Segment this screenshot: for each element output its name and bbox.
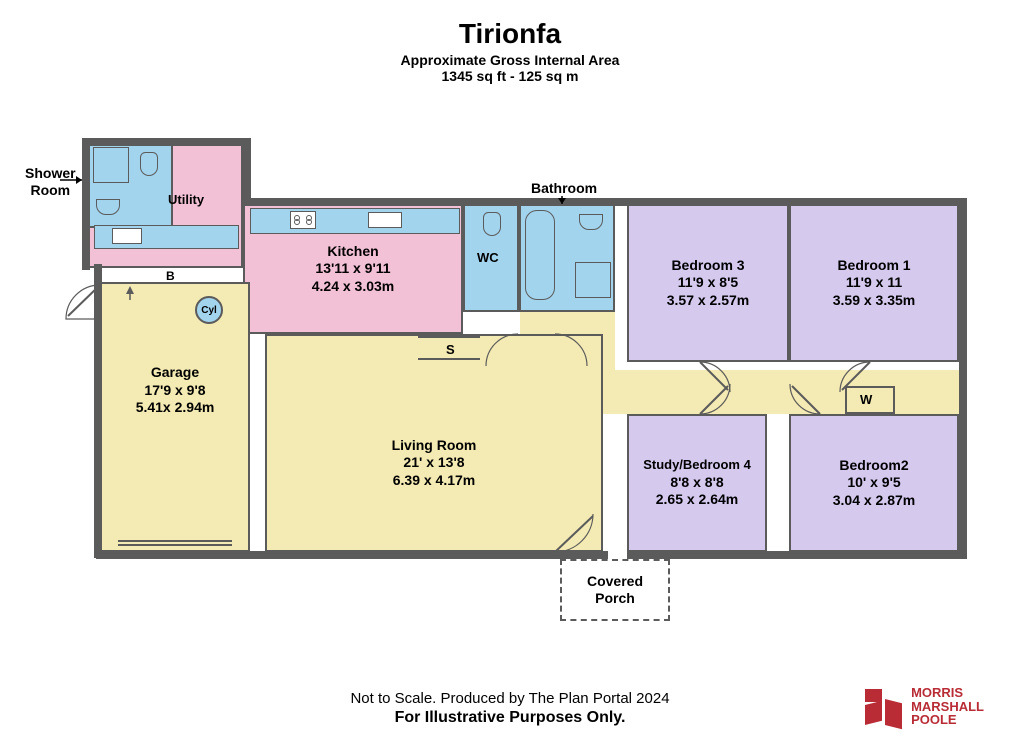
living-imp: 21' x 13'8 xyxy=(403,454,464,472)
study-met: 2.65 x 2.64m xyxy=(656,491,739,509)
room-utility-lower xyxy=(173,142,243,226)
kitchen-hob-icon xyxy=(290,211,316,229)
kitchen-sink-icon xyxy=(368,212,402,228)
bed2-met: 3.04 x 2.87m xyxy=(833,492,916,510)
outer-wall-right xyxy=(959,198,967,558)
basin-icon xyxy=(96,199,120,215)
bed3-imp: 11'9 x 8'5 xyxy=(678,274,738,292)
outer-wall-bottom-living xyxy=(96,551,608,559)
living-met: 6.39 x 4.17m xyxy=(393,472,476,490)
bed1-met: 3.59 x 3.35m xyxy=(833,292,916,310)
outer-wall-top-utility xyxy=(82,138,248,146)
bath-basin-icon xyxy=(579,214,603,230)
cyl-label: Cyl xyxy=(201,305,217,316)
kitchen-name: Kitchen xyxy=(327,243,378,261)
utility-label: Utility xyxy=(168,192,204,207)
bed2-name: Bedroom2 xyxy=(839,457,908,475)
brand-line1: MORRIS xyxy=(911,686,984,700)
kitchen-counter-back xyxy=(250,208,460,234)
outer-wall-left-garage xyxy=(94,264,102,558)
bathtub-icon xyxy=(525,210,555,300)
utility-sink-icon xyxy=(112,228,142,244)
brand-line2: MARSHALL xyxy=(911,700,984,714)
room-bathroom xyxy=(519,204,615,312)
room-bedroom1: Bedroom 1 11'9 x 11 3.59 x 3.35m xyxy=(789,204,959,362)
floor-plan: Utility B Kitchen 13'11 x 9'11 4.24 x 3.… xyxy=(0,0,1020,755)
outer-wall-top-kitchen xyxy=(243,198,627,206)
bath-shower-icon xyxy=(575,262,611,298)
garage-door xyxy=(118,540,232,546)
room-living: Living Room 21' x 13'8 6.39 x 4.17m xyxy=(265,334,603,552)
covered-porch: Covered Porch xyxy=(560,559,670,621)
cylinder-icon: Cyl xyxy=(195,296,223,324)
outer-wall-step1 xyxy=(243,138,251,204)
garage-imp: 17'9 x 9'8 xyxy=(144,382,205,400)
bed1-name: Bedroom 1 xyxy=(837,257,910,275)
b-label: B xyxy=(166,269,175,283)
outer-wall-left-utility xyxy=(82,138,90,270)
bed3-met: 3.57 x 2.57m xyxy=(667,292,750,310)
brand-logo-icon xyxy=(865,689,905,725)
outer-wall-bottom-bed xyxy=(627,551,967,559)
bed2-imp: 10' x 9'5 xyxy=(847,474,900,492)
room-bedroom2: Bedroom2 10' x 9'5 3.04 x 2.87m xyxy=(789,414,959,552)
s-cupboard-wall-b xyxy=(418,358,480,360)
room-study: Study/Bedroom 4 8'8 x 8'8 2.65 x 2.64m xyxy=(627,414,767,552)
garage-met: 5.41x 2.94m xyxy=(136,399,215,417)
brand-logo: MORRIS MARSHALL POOLE xyxy=(865,686,984,727)
kitchen-met: 4.24 x 3.03m xyxy=(312,278,395,296)
living-name: Living Room xyxy=(392,437,477,455)
w-label: W xyxy=(860,392,872,407)
shower-tray-icon xyxy=(93,147,129,183)
s-cupboard-wall xyxy=(418,336,480,338)
brand-line3: POOLE xyxy=(911,713,984,727)
room-bedroom3: Bedroom 3 11'9 x 8'5 3.57 x 2.57m xyxy=(627,204,789,362)
bed3-name: Bedroom 3 xyxy=(671,257,744,275)
toilet-icon xyxy=(140,152,158,176)
study-imp: 8'8 x 8'8 xyxy=(670,474,723,492)
kitchen-imp: 13'11 x 9'11 xyxy=(315,260,390,278)
brand-logo-text: MORRIS MARSHALL POOLE xyxy=(911,686,984,727)
room-shower xyxy=(88,142,173,228)
shower-room-label: Shower Room xyxy=(25,165,76,199)
study-name: Study/Bedroom 4 xyxy=(643,457,751,473)
wc-label: WC xyxy=(477,250,499,265)
room-garage: Garage 17'9 x 9'8 5.41x 2.94m xyxy=(100,282,250,552)
bed1-imp: 11'9 x 11 xyxy=(846,274,902,292)
covered-porch-label: Covered Porch xyxy=(587,573,643,607)
garage-name: Garage xyxy=(151,364,199,382)
wc-toilet-icon xyxy=(483,212,501,236)
s-label: S xyxy=(446,342,455,357)
outer-wall-top-bedrooms xyxy=(627,198,965,206)
bathroom-label: Bathroom xyxy=(531,180,597,197)
